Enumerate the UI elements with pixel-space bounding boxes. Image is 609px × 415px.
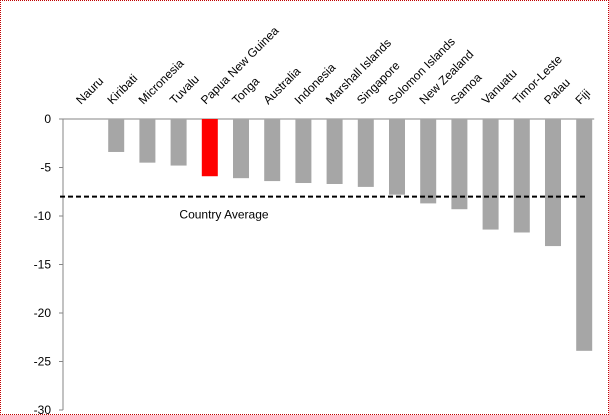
bar-timor-leste	[513, 119, 530, 233]
y-tick-label: -20	[34, 306, 52, 320]
bar-kiribati	[108, 119, 125, 152]
category-label: Kiribati	[104, 71, 140, 107]
bar-micronesia	[139, 119, 156, 163]
bar-australia	[264, 119, 281, 182]
y-tick-label: -5	[40, 161, 51, 175]
y-tick-label: -15	[34, 258, 52, 272]
bar-fiji	[576, 119, 593, 351]
bar-new-zealand	[420, 119, 437, 204]
category-label: Fiji	[572, 86, 593, 107]
bar-tuvalu	[170, 119, 187, 166]
category-label: Nauru	[73, 74, 106, 107]
bar-vanuatu	[482, 119, 499, 230]
bar-samoa	[451, 119, 468, 210]
bar-palau	[545, 119, 561, 247]
reference-line-label: Country Average	[179, 208, 268, 222]
bar-solomon-islands	[389, 119, 405, 195]
bar-singapore	[357, 119, 374, 187]
bar-marshall-islands	[326, 119, 343, 184]
y-tick-label: -25	[34, 355, 52, 369]
plot-area: 0-5-10-15-20-25-30NauruKiribatiMicronesi…	[34, 23, 595, 415]
y-tick-label: -10	[34, 209, 52, 223]
y-tick-label: 0	[44, 112, 51, 126]
bar-tonga	[233, 119, 249, 179]
y-tick-label: -30	[34, 403, 52, 415]
bar-indonesia	[295, 119, 312, 184]
bar-papua-new-guinea	[201, 119, 218, 177]
